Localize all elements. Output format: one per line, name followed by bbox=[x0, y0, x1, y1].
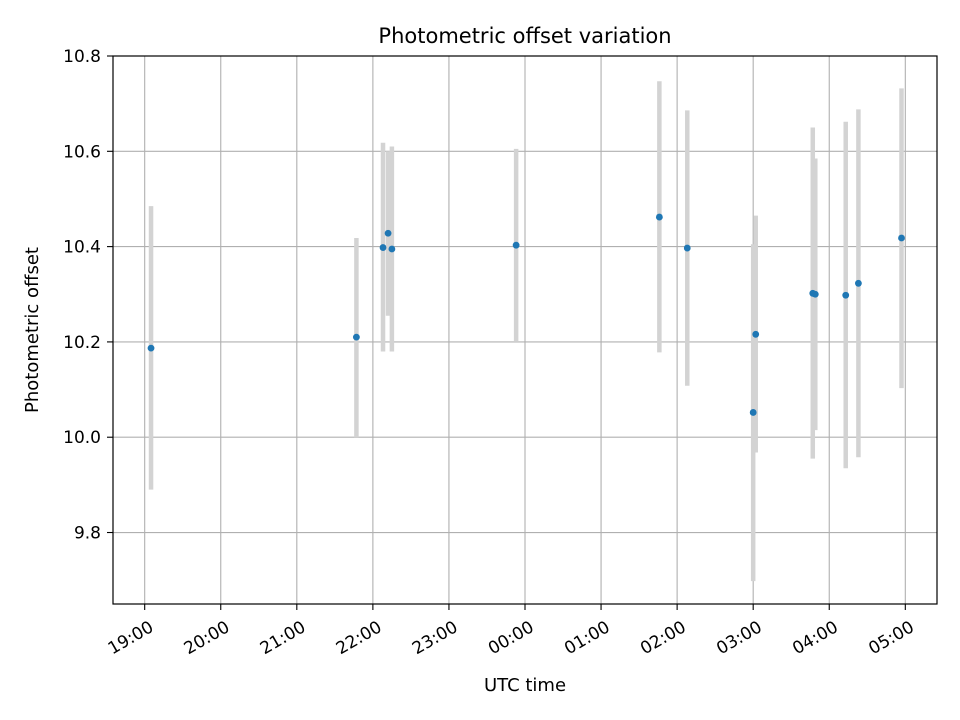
y-tick-label: 10.2 bbox=[63, 333, 101, 353]
data-point bbox=[512, 241, 520, 249]
y-tick-label: 10.0 bbox=[63, 428, 101, 448]
error-bars bbox=[148, 81, 904, 582]
x-tick-label: 20:00 bbox=[181, 617, 233, 659]
x-tick-label: 03:00 bbox=[713, 617, 765, 659]
data-point bbox=[384, 229, 392, 237]
data-point bbox=[388, 245, 396, 253]
x-tick-label: 02:00 bbox=[637, 617, 689, 659]
x-tick-label: 00:00 bbox=[485, 617, 537, 659]
data-point bbox=[855, 279, 862, 287]
chart-title: Photometric offset variation bbox=[378, 24, 671, 48]
axis-ticks: 19:00 20:00 21:00 22:00 23:00 00:00 01:00 02:00… bbox=[63, 47, 918, 659]
x-axis-title: UTC time bbox=[484, 675, 566, 696]
x-tick-label: 19:00 bbox=[105, 617, 157, 659]
x-tick-label: 04:00 bbox=[789, 617, 841, 659]
x-tick-label: 22:00 bbox=[333, 617, 385, 659]
y-tick-label: 9.8 bbox=[74, 524, 101, 544]
data-point bbox=[749, 409, 757, 416]
data-point bbox=[683, 244, 691, 252]
data-point bbox=[352, 333, 360, 341]
y-tick-label: 10.8 bbox=[63, 47, 101, 67]
data-point bbox=[842, 291, 850, 299]
data-point bbox=[752, 330, 760, 338]
x-tick-label: 05:00 bbox=[865, 617, 917, 659]
data-point bbox=[898, 234, 905, 242]
data-point bbox=[379, 244, 387, 251]
y-tick-label: 10.4 bbox=[63, 238, 101, 258]
x-tick-label: 01:00 bbox=[561, 617, 613, 659]
y-tick-label: 10.6 bbox=[63, 142, 101, 162]
x-tick-label: 23:00 bbox=[409, 617, 461, 659]
x-tick-label: 21:00 bbox=[257, 617, 309, 659]
data-point bbox=[655, 213, 663, 221]
data-point bbox=[811, 290, 819, 298]
y-axis-title: Photometric offset bbox=[22, 247, 43, 413]
data-point bbox=[147, 344, 155, 352]
data-points bbox=[147, 213, 905, 416]
